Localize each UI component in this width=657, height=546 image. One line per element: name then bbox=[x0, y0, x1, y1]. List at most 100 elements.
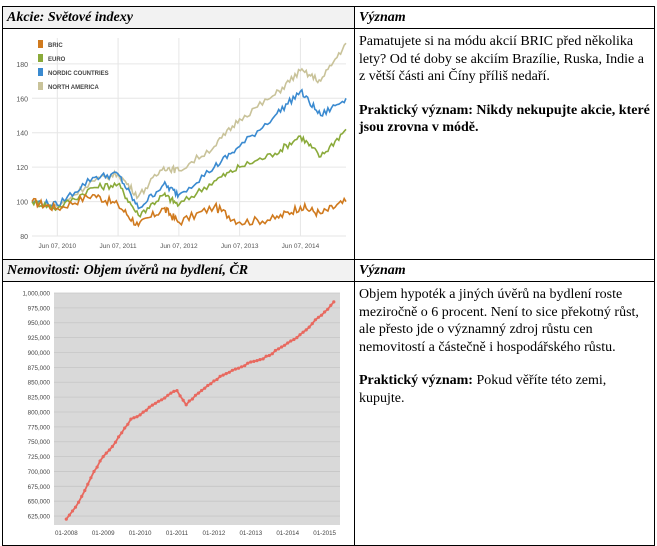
data-point bbox=[178, 394, 182, 398]
plot-area bbox=[54, 293, 340, 525]
data-point bbox=[95, 465, 99, 469]
data-point bbox=[329, 303, 333, 307]
data-point bbox=[129, 417, 133, 421]
data-point bbox=[181, 398, 185, 402]
x-tick-label: Jun 07, 2014 bbox=[282, 243, 320, 250]
series-line-loans bbox=[65, 301, 335, 520]
legend-swatch-nordic-countries bbox=[38, 68, 43, 76]
data-point bbox=[141, 410, 145, 414]
data-point bbox=[240, 365, 244, 369]
legend-label-nordic-countries: NORDIC COUNTRIES bbox=[48, 71, 109, 77]
data-point bbox=[310, 322, 314, 326]
data-point bbox=[295, 336, 299, 340]
data-point bbox=[184, 403, 188, 407]
data-point bbox=[307, 325, 311, 329]
data-point bbox=[98, 459, 102, 463]
data-point bbox=[153, 401, 158, 405]
data-point bbox=[157, 399, 161, 403]
x-tick-label: Jun 07, 2012 bbox=[160, 243, 198, 250]
legend-swatch-north-america bbox=[38, 82, 43, 90]
x-tick-label: 01-2013 bbox=[239, 530, 262, 537]
data-point bbox=[110, 444, 114, 449]
x-tick-label: Jun 07, 2013 bbox=[221, 243, 259, 250]
y-tick-label: 675,000 bbox=[28, 484, 51, 491]
data-point bbox=[221, 373, 225, 377]
data-point bbox=[163, 396, 167, 400]
data-point bbox=[193, 393, 198, 397]
stock-index-chart: 80 100 120 140 160 180 Jun 07, 2010 Jun 07, 201… bbox=[6, 32, 350, 254]
legend-swatch-bric bbox=[38, 40, 43, 48]
data-point bbox=[83, 488, 87, 493]
data-point bbox=[319, 313, 324, 317]
data-point bbox=[86, 482, 90, 486]
data-point bbox=[304, 328, 308, 332]
paragraph-practical-2: Praktický význam: Pokud věříte této zemi… bbox=[359, 372, 650, 407]
cell-stock-chart: 80 100 120 140 160 180 Jun 07, 2010 Jun 07, 201… bbox=[2, 28, 355, 260]
y-tick-label: 180 bbox=[16, 62, 28, 69]
legend-label-north-america: NORTH AMERICA bbox=[48, 85, 99, 91]
cell-header-meaning-2: Význam bbox=[354, 259, 655, 282]
data-point bbox=[215, 377, 219, 382]
x-tick-label: 01-2014 bbox=[276, 530, 299, 537]
data-point bbox=[70, 509, 75, 513]
practical-lead: Praktický význam: bbox=[359, 373, 473, 388]
paragraph-bric: Pamatujete si na módu akcií BRIC před ně… bbox=[359, 34, 644, 84]
table-row: Akcie: Světové indexy Význam bbox=[2, 6, 655, 29]
data-point bbox=[203, 386, 207, 390]
cell-loan-chart: 625,000 650,000 675,000 700,000 725,000 750,0… bbox=[2, 281, 355, 546]
y-tick-label: 925,000 bbox=[28, 335, 51, 342]
data-point bbox=[175, 389, 179, 393]
y-tick-label: 650,000 bbox=[28, 499, 51, 506]
data-point bbox=[104, 451, 108, 455]
series-line-nordic-countries bbox=[31, 88, 347, 210]
y-tick-label: 875,000 bbox=[28, 365, 51, 372]
data-point bbox=[132, 416, 136, 420]
data-point bbox=[196, 391, 201, 395]
data-point bbox=[147, 405, 151, 409]
data-point bbox=[243, 364, 247, 368]
data-point bbox=[73, 505, 78, 509]
y-tick-label: 1,000,000 bbox=[22, 291, 50, 298]
y-tick-label: 975,000 bbox=[28, 305, 51, 312]
data-point bbox=[289, 339, 293, 343]
data-point bbox=[135, 415, 139, 419]
data-point bbox=[273, 348, 277, 353]
y-tick-label: 120 bbox=[16, 165, 28, 172]
paragraph-practical-1: Praktický význam: Nikdy nekupujte akcie,… bbox=[359, 102, 650, 136]
data-point bbox=[113, 440, 118, 444]
data-point bbox=[190, 397, 194, 401]
data-point bbox=[230, 368, 234, 372]
data-point bbox=[227, 370, 231, 374]
data-point bbox=[64, 517, 68, 521]
data-point bbox=[332, 300, 336, 304]
series-line-north-america bbox=[31, 42, 347, 210]
series-line-euro bbox=[31, 128, 347, 218]
y-tick-label: 800,000 bbox=[28, 409, 51, 416]
x-tick-label: 01-2012 bbox=[203, 530, 226, 537]
data-point bbox=[120, 431, 124, 435]
data-point bbox=[316, 315, 321, 319]
y-tick-label: 100 bbox=[16, 200, 28, 207]
data-point bbox=[261, 357, 265, 361]
data-point bbox=[258, 358, 262, 362]
data-point bbox=[144, 408, 148, 412]
y-tick-label: 625,000 bbox=[28, 514, 51, 521]
series-line-bric bbox=[31, 193, 347, 228]
y-tick-label: 700,000 bbox=[28, 469, 51, 476]
data-point bbox=[77, 500, 81, 504]
data-point bbox=[92, 469, 96, 474]
data-point bbox=[187, 399, 191, 403]
data-point bbox=[298, 333, 302, 337]
cell-header-meaning-1: Význam bbox=[354, 6, 655, 29]
data-point bbox=[267, 353, 271, 358]
y-tick-label: 160 bbox=[16, 96, 28, 103]
data-point bbox=[218, 374, 222, 378]
y-tick-label: 750,000 bbox=[28, 439, 51, 446]
data-point bbox=[172, 389, 176, 393]
data-point bbox=[255, 359, 259, 363]
y-tick-label: 80 bbox=[20, 234, 28, 241]
cell-header-stocks: Akcie: Světové indexy bbox=[2, 6, 355, 29]
x-tick-label: 01-2009 bbox=[92, 530, 115, 537]
data-point bbox=[101, 455, 105, 459]
y-tick-label: 775,000 bbox=[28, 424, 51, 431]
